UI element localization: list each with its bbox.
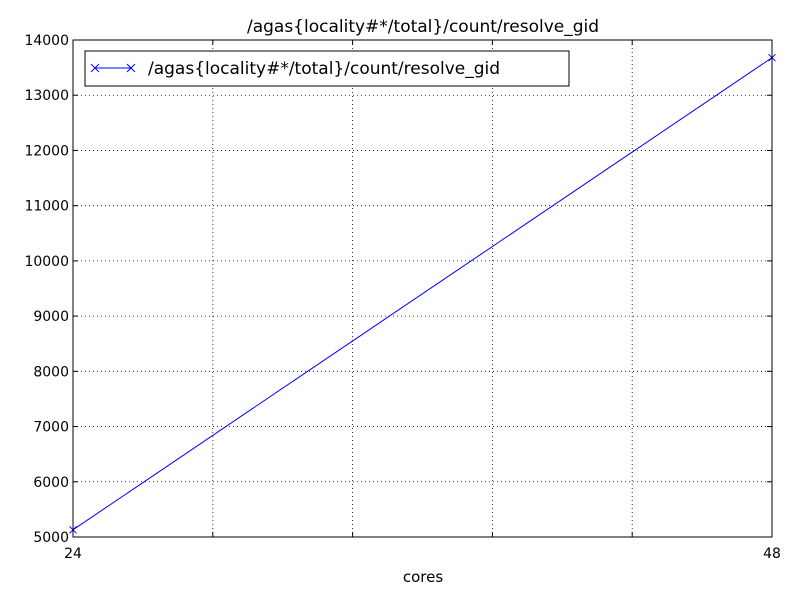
y-tick-label: 7000 [33, 420, 69, 436]
legend-markers [90, 63, 136, 73]
legend: /agas{locality#*/total}/count/resolve_gi… [84, 50, 570, 87]
y-tick-label: 10000 [24, 254, 69, 270]
y-tick-label: 11000 [24, 199, 69, 215]
chart-title: /agas{locality#*/total}/count/resolve_gi… [247, 17, 599, 37]
legend-entry-label: /agas{locality#*/total}/count/resolve_gi… [148, 59, 500, 79]
x-axis-label: cores [403, 568, 443, 586]
ticks: 5000 6000 7000 8000 9000 10000 11000 12000 13000… [24, 33, 780, 562]
x-tick-label: 24 [64, 546, 82, 562]
y-tick-label: 6000 [33, 475, 69, 491]
y-tick-label: 9000 [33, 309, 69, 325]
x-tick-label: 48 [763, 546, 781, 562]
y-tick-label: 14000 [24, 33, 69, 49]
y-tick-label: 8000 [33, 364, 69, 380]
legend-marker [90, 63, 100, 73]
legend-box [84, 50, 570, 87]
y-tick-label: 13000 [24, 88, 69, 104]
plot-frame [72, 39, 773, 538]
legend-marker [126, 63, 136, 73]
grid-lines [73, 40, 772, 537]
series-line [72, 57, 773, 531]
y-tick-label: 5000 [33, 530, 69, 546]
y-tick-label: 12000 [24, 143, 69, 159]
